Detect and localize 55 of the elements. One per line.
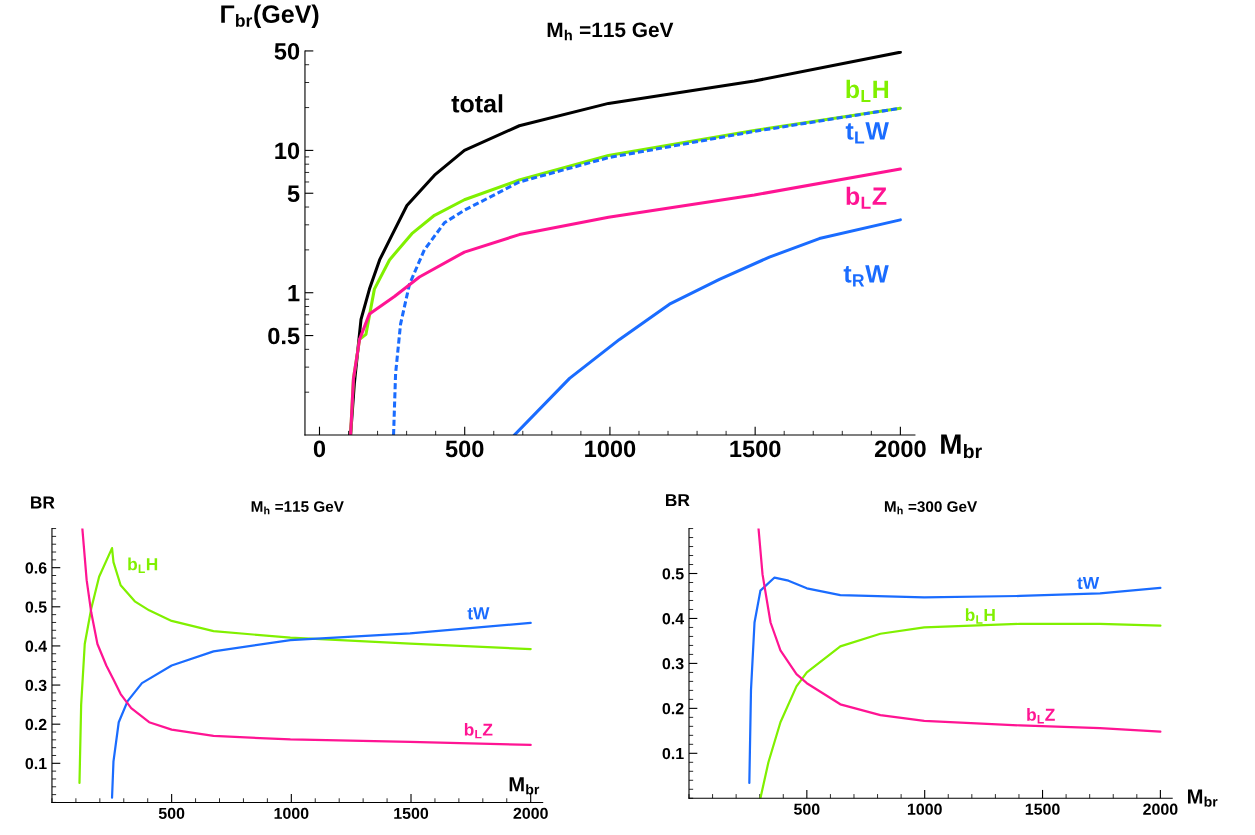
- x-tick-label: 1500: [1025, 803, 1060, 815]
- y-axis-title: Γ$_{br}$(GeV): [221, 4, 319, 28]
- y-tick-label: 0.5: [268, 327, 300, 345]
- y-tick-label: 5: [287, 185, 300, 203]
- series-label: total: [451, 94, 503, 113]
- y-tick-label: 0.6: [25, 562, 47, 574]
- x-axis-title: M$_{br}$: [941, 434, 982, 459]
- x-tick-label: 2000: [1143, 803, 1178, 815]
- y-tick-label: 50: [274, 43, 300, 60]
- x-tick-label: 1000: [274, 807, 309, 820]
- y-tick-label: 0.1: [25, 757, 47, 770]
- series-label: b$_{L}$H: [128, 557, 158, 573]
- series-label: tW: [467, 607, 490, 620]
- series-label: b$_{L}$H: [846, 79, 889, 102]
- x-tick-label: 1500: [394, 807, 429, 820]
- line-series: [757, 528, 1162, 733]
- x-axis-title: M$_{br}$: [1188, 789, 1218, 807]
- series-label: b$_{L}$H: [965, 608, 995, 624]
- x-tick-label: 1000: [585, 440, 636, 458]
- chart-title: M$_{h}$ =115 GeV: [251, 501, 344, 515]
- line-series: [512, 218, 902, 436]
- series-label: b$_{L}$Z: [464, 723, 493, 739]
- y-tick-label: 0.5: [662, 568, 684, 580]
- y-tick-label: 0.2: [25, 718, 47, 731]
- series-label: b$_{L}$Z: [846, 186, 887, 209]
- x-tick-label: 500: [794, 803, 820, 815]
- x-tick-label: 0: [313, 440, 326, 458]
- y-tick-label: 10: [275, 142, 300, 160]
- y-axis-title: BR: [31, 496, 55, 509]
- series-label: t$_{R}$W: [843, 265, 889, 287]
- y-tick-label: 0.4: [25, 640, 48, 652]
- y-axis-title: BR: [666, 494, 690, 507]
- x-tick-label: 1500: [730, 440, 781, 458]
- chart-title: M$_{h}$ =115 GeV: [547, 22, 674, 41]
- y-tick-label: 0.2: [662, 702, 684, 715]
- series-label: tW: [1077, 576, 1100, 590]
- line-series: [748, 576, 1162, 785]
- x-tick-label: 500: [158, 807, 185, 820]
- line-series: [81, 528, 532, 747]
- x-tick-label: 1000: [907, 803, 942, 815]
- line-series: [759, 622, 1162, 799]
- y-tick-label: 0.4: [662, 613, 685, 625]
- y-tick-label: 0.1: [662, 747, 684, 760]
- series-label: t$_{L}$W: [845, 122, 889, 144]
- y-tick-label: 0.3: [25, 679, 47, 692]
- y-tick-label: 0.5: [25, 601, 47, 613]
- series-label: b$_{L}$Z: [1027, 708, 1055, 724]
- y-tick-label: 0.3: [662, 658, 684, 670]
- line-series: [349, 167, 902, 436]
- x-axis-title: M$_{br}$: [509, 777, 540, 795]
- y-tick-label: 1: [288, 285, 300, 302]
- chart-title: M$_{h}$ =300 GeV: [884, 501, 978, 515]
- x-tick-label: 500: [445, 440, 484, 458]
- x-tick-label: 2000: [874, 440, 926, 458]
- x-tick-label: 2000: [513, 807, 548, 820]
